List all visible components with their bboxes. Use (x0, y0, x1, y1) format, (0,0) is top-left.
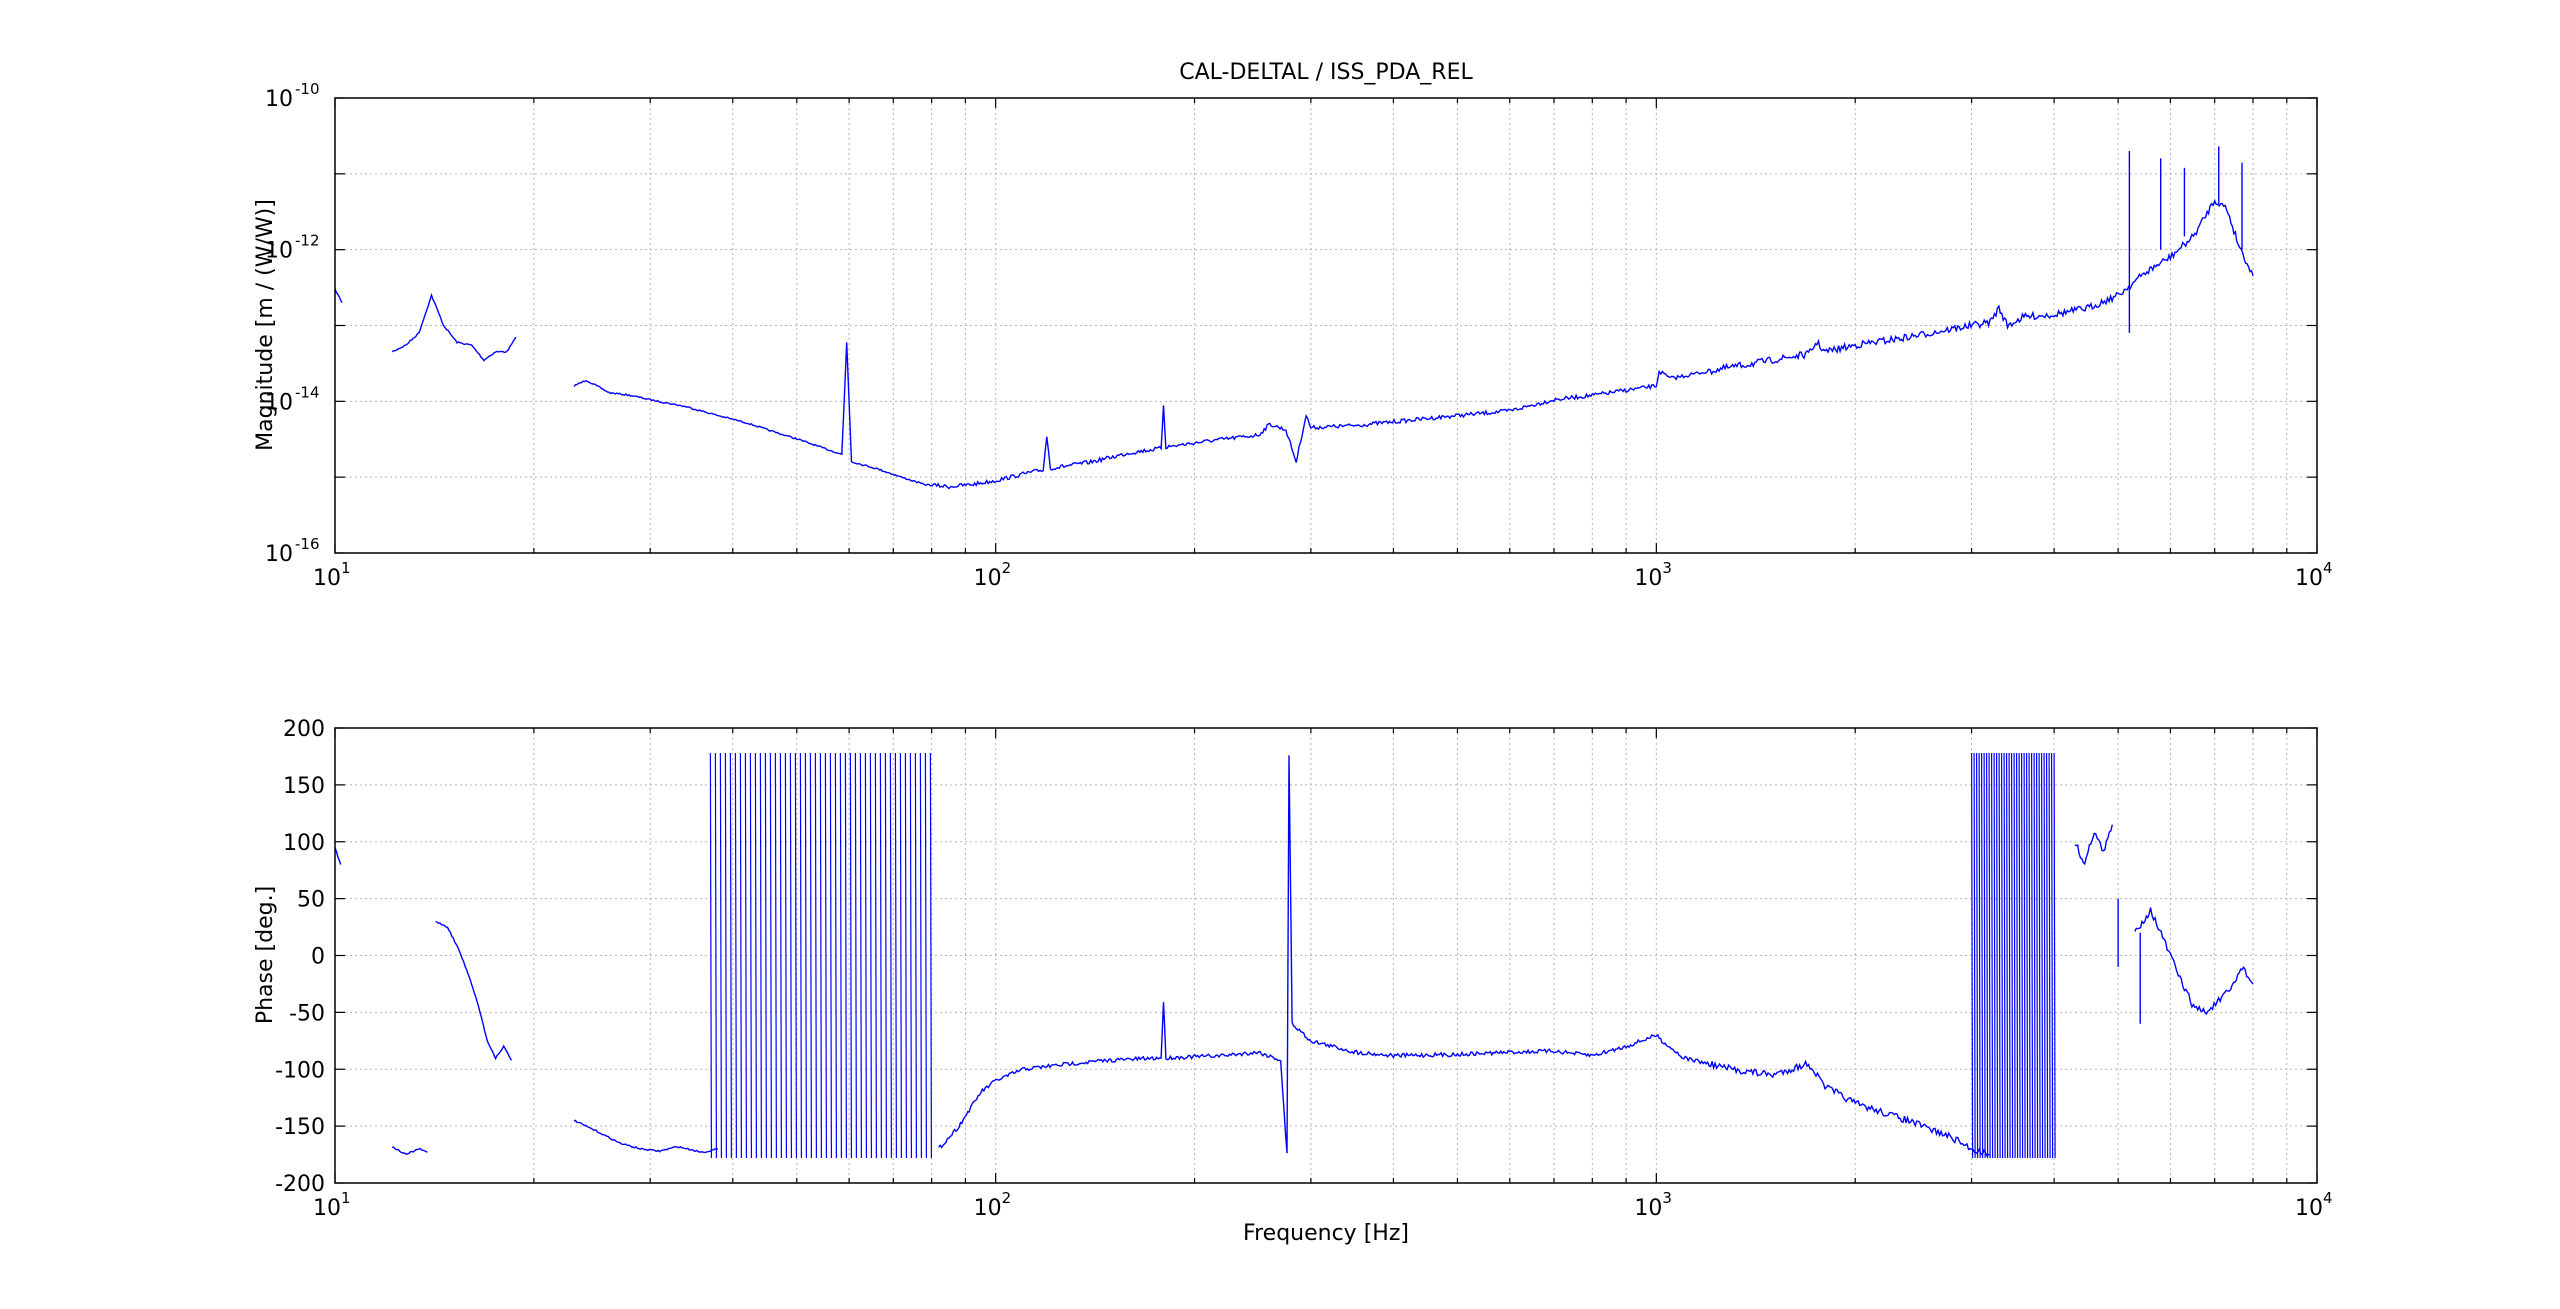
mag-trace (334, 288, 343, 304)
phase-wrap-band (709, 752, 932, 1159)
x-tick-label: 10 (2295, 566, 2323, 591)
phase-trace (392, 1146, 428, 1155)
y-tick-label: 100 (283, 831, 325, 856)
phase-trace (334, 847, 342, 865)
y-tick-label: 0 (311, 945, 325, 970)
phase-trace (2134, 907, 2254, 1016)
phase-trace (938, 755, 1991, 1158)
phase-xlabel: Frequency [Hz] (1243, 1221, 1409, 1246)
y-tick-label: 150 (283, 774, 325, 799)
y-tick-label-exponent: -12 (295, 232, 320, 250)
y-tick-label: 10 (265, 87, 293, 112)
x-tick-label-exponent: 3 (1662, 559, 1672, 577)
y-tick-label: -50 (289, 1001, 325, 1026)
x-tick-label-exponent: 4 (2323, 559, 2333, 577)
x-tick-label: 10 (1634, 1196, 1662, 1221)
x-tick-label: 10 (2295, 1196, 2323, 1221)
y-tick-label: -100 (275, 1058, 325, 1083)
magnitude-grid (335, 98, 2317, 553)
magnitude-ylabel: Magnitude [m / (W/W)] (253, 199, 278, 451)
y-tick-label: 200 (283, 717, 325, 742)
x-tick-label: 10 (1634, 566, 1662, 591)
x-tick-label: 10 (313, 1196, 341, 1221)
y-tick-label: -150 (275, 1115, 325, 1140)
y-tick-label: 10 (265, 239, 293, 264)
x-tick-label: 10 (313, 566, 341, 591)
x-tick-label-exponent: 2 (1002, 1189, 1012, 1207)
y-tick-label-exponent: -14 (295, 383, 320, 401)
x-tick-label: 10 (974, 566, 1002, 591)
phase-plot: 10 1 10 2 10 3 10 4200150100500-50-100-150-200 … (253, 717, 2333, 1246)
x-tick-label-exponent: 2 (1002, 559, 1012, 577)
phase-trace (2074, 824, 2113, 866)
y-tick-label-exponent: -16 (295, 535, 320, 553)
x-tick-label-exponent: 4 (2323, 1189, 2333, 1207)
mag-trace (573, 199, 2254, 490)
phase-wrap-band (1971, 752, 2056, 1159)
y-tick-label: 10 (265, 542, 293, 567)
mag-trace (391, 292, 517, 362)
x-tick-label-exponent: 1 (341, 1189, 351, 1207)
y-tick-label: -200 (275, 1172, 325, 1197)
x-tick-label-exponent: 1 (341, 559, 351, 577)
magnitude-title: CAL-DELTAL / ISS_PDA_REL (1179, 60, 1473, 85)
phase-series (334, 752, 2254, 1159)
y-tick-label-exponent: -10 (295, 80, 320, 98)
y-tick-label: 10 (265, 390, 293, 415)
phase-ylabel: Phase [deg.] (253, 886, 278, 1024)
x-tick-label: 10 (974, 1196, 1002, 1221)
phase-trace (573, 1119, 719, 1154)
x-tick-label-exponent: 3 (1662, 1189, 1672, 1207)
magnitude-series (334, 146, 2254, 490)
y-tick-label: 50 (297, 888, 325, 913)
phase-trace (435, 920, 513, 1061)
